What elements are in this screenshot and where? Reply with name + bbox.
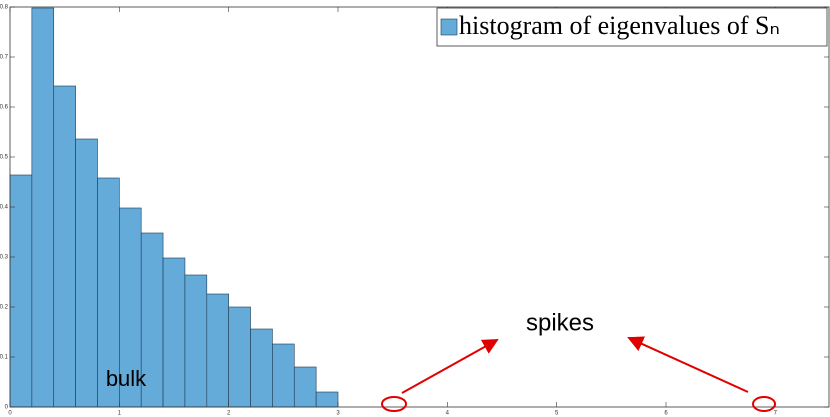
x-tick-label: 5 [555, 411, 559, 417]
x-tick-label: 4 [446, 411, 450, 417]
y-tick-label: 0.4 [0, 205, 9, 211]
plot-area: 0 1 2 3 4 5 6 7 0 0.1 0.2 0.3 0.4 0.5 0.6 0.7 0.8 histogr… [0, 5, 830, 417]
legend-swatch [440, 18, 458, 36]
bar [9, 174, 33, 408]
bar [75, 138, 98, 408]
x-tick-label: 1 [118, 411, 122, 417]
bar [250, 328, 273, 408]
bar [228, 306, 251, 408]
legend-label: histogram of eigenvalues of Sₙ [459, 11, 780, 40]
bar [206, 293, 229, 408]
x-tick-label: 6 [664, 411, 668, 417]
bar [315, 391, 339, 408]
legend-box [436, 7, 828, 47]
y-tick-label: 0.3 [0, 255, 9, 261]
highlight-circle [381, 396, 407, 412]
bar [162, 257, 186, 408]
x-tick-label: 0 [8, 411, 12, 417]
y-tick-label: 0 [5, 405, 9, 411]
y-tick-label: 0.5 [0, 155, 9, 161]
arrow [627, 336, 749, 393]
bar [293, 366, 317, 408]
y-tick-label: 0.8 [0, 5, 9, 11]
legend: histogram of eigenvalues of Sₙ [436, 7, 828, 47]
y-tick-label: 0.6 [0, 105, 9, 111]
annotation: spikes [526, 309, 594, 336]
arrow [401, 339, 499, 394]
bar [184, 274, 208, 408]
x-tick-label: 3 [336, 411, 340, 417]
bar [272, 343, 295, 408]
x-tick-label: 7 [774, 411, 778, 417]
annotation: bulk [106, 366, 147, 391]
y-tick-label: 0.2 [0, 305, 9, 311]
y-tick-label: 0.7 [0, 55, 9, 61]
highlight-circle [752, 396, 776, 412]
y-tick-label: 0.1 [0, 355, 9, 361]
bar [53, 85, 76, 408]
bar [31, 7, 55, 408]
x-tick-label: 2 [227, 411, 231, 417]
